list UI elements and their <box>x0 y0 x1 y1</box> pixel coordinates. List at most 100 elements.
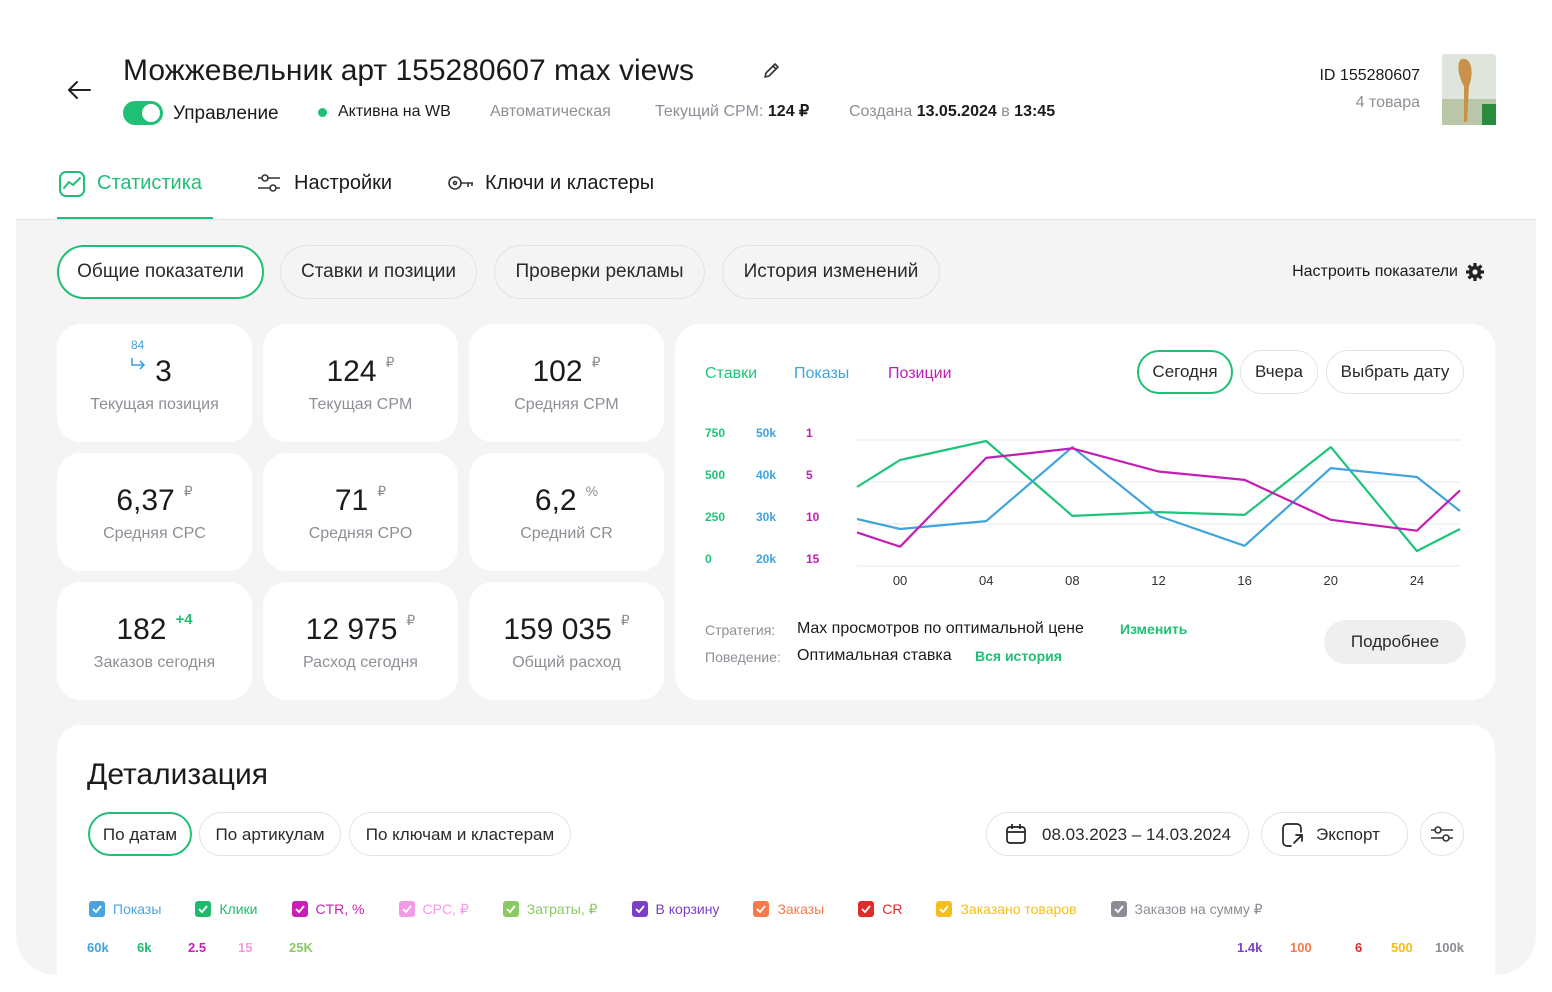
toggle[interactable] <box>123 101 163 125</box>
metric-legend: Показы Клики CTR, % CPC, ₽ Затраты, ₽ В корзи… <box>89 901 1263 917</box>
metric-name: В корзину <box>655 901 720 917</box>
strategy-link[interactable]: Изменить <box>1120 621 1188 637</box>
metric-value: 124 <box>326 355 377 388</box>
checkmark <box>939 905 950 914</box>
checkbox[interactable] <box>936 901 953 917</box>
arrow <box>131 358 146 370</box>
checkbox[interactable] <box>631 901 648 917</box>
axis-label: 2.5 <box>188 940 207 955</box>
created-date: 13.05.2024 <box>916 103 997 120</box>
checkbox[interactable] <box>1110 901 1127 917</box>
metric-toggle[interactable]: CTR, % <box>291 901 365 917</box>
metric-name: Заказано товаров <box>960 901 1077 917</box>
metric-value: 159 035 <box>503 613 612 646</box>
checkbox[interactable] <box>89 901 105 917</box>
period[interactable]: Сегодня <box>1137 350 1233 394</box>
series-line <box>856 447 1461 548</box>
checkbox-box <box>858 901 875 917</box>
metric-card: 6,37 ₽ Средняя CPC <box>57 453 252 571</box>
tab[interactable]: Статистика <box>97 172 203 194</box>
checkmark <box>506 905 516 914</box>
x-tick-label: 00 <box>893 573 907 588</box>
checkmark <box>756 905 767 914</box>
metric-row: 102 ₽ <box>469 354 664 388</box>
back-arrow[interactable] <box>66 78 92 102</box>
status-dot <box>318 108 327 117</box>
checkbox[interactable] <box>753 901 770 917</box>
metric-row: 71 ₽ <box>263 484 458 517</box>
detail-title: Детализация <box>87 758 268 791</box>
metric-card: 71 ₽ Средняя CPO <box>263 453 458 571</box>
metric-toggle[interactable]: Заказано товаров <box>936 901 1077 917</box>
period[interactable]: Выбрать дату <box>1326 350 1464 394</box>
metric-value: 71 <box>334 484 369 517</box>
export-button[interactable]: Экспорт <box>1261 812 1408 856</box>
detail-tab[interactable]: По датам <box>88 812 192 856</box>
detail-tab[interactable]: По артикулам <box>199 812 341 856</box>
metric-label: Средняя CPC <box>103 525 206 542</box>
metric-unit: ₽ <box>591 354 601 370</box>
product-count: 4 товара <box>1355 94 1420 111</box>
y-tick-label: 15 <box>806 552 820 566</box>
metric-toggle[interactable]: CPC, ₽ <box>398 901 469 917</box>
toggle-label: Управление <box>173 103 279 124</box>
metric-toggle[interactable]: В корзину <box>631 901 720 917</box>
checkbox-box <box>398 901 415 917</box>
product-image[interactable] <box>1442 54 1496 125</box>
x-tick-label: 12 <box>1151 573 1165 588</box>
metric-toggle[interactable]: CR <box>858 901 902 917</box>
metric-value: 6,2 <box>534 484 577 517</box>
subtab[interactable]: Проверки рекламы <box>494 245 705 299</box>
metric-row: 182 +4 <box>57 611 252 645</box>
more-button[interactable]: Подробнее <box>1324 620 1466 664</box>
checkbox-box <box>936 901 953 917</box>
checkmark <box>1113 905 1124 914</box>
checkbox[interactable] <box>502 901 519 917</box>
configure[interactable]: Настроить показатели <box>1292 263 1458 280</box>
gear-icon[interactable] <box>1466 263 1484 281</box>
metric-card: 124 ₽ Текущая CPM <box>263 324 458 442</box>
created-time: 13:45 <box>1014 103 1056 120</box>
axis-label: 6 <box>1355 940 1363 955</box>
y-tick-label: 30k <box>756 510 776 524</box>
date-range[interactable]: 08.03.2023 – 14.03.2024 <box>986 812 1249 856</box>
checkbox-box <box>89 901 105 917</box>
metric-row: 6,2% <box>469 484 664 517</box>
settings-icon <box>258 174 280 192</box>
y-tick-label: 40k <box>756 468 776 482</box>
checkbox-box <box>1110 901 1127 917</box>
subtab[interactable]: Общие показатели <box>57 245 264 299</box>
metric-toggle[interactable]: Клики <box>195 901 258 917</box>
edit-icon[interactable] <box>762 60 782 80</box>
checkbox[interactable] <box>858 901 875 917</box>
subtab[interactable]: История изменений <box>722 245 940 299</box>
checkbox[interactable] <box>195 901 212 917</box>
tab[interactable]: Ключи и кластеры <box>485 172 655 194</box>
checkbox-box <box>502 901 519 917</box>
metric-delta: +4 <box>175 611 193 628</box>
metric-card: 3 84 Текущая позиция <box>57 324 252 442</box>
tab[interactable]: Настройки <box>294 172 393 194</box>
metric-value: 102 <box>532 355 583 388</box>
axis-label: 500 <box>1391 940 1413 955</box>
metric-toggle[interactable]: Заказы <box>753 901 824 917</box>
checkbox[interactable] <box>398 901 415 917</box>
metric-toggle[interactable]: Заказов на сумму ₽ <box>1110 901 1263 917</box>
checkmark <box>861 905 871 914</box>
detail-tab[interactable]: По ключам и кластерам <box>349 812 571 856</box>
x-tick-label: 04 <box>979 573 993 588</box>
period[interactable]: Вчера <box>1240 350 1318 394</box>
cpm-value: 124 ₽ <box>767 103 810 120</box>
checkbox[interactable] <box>291 901 308 917</box>
toggle-knob <box>142 104 160 122</box>
metric-toggle[interactable]: Показы <box>89 901 161 917</box>
subtab[interactable]: Ставки и позиции <box>280 245 477 299</box>
x-tick-label: 24 <box>1410 573 1424 588</box>
behavior-link[interactable]: Вся история <box>975 648 1062 664</box>
metric-label: Общий расход <box>512 654 621 671</box>
metric-toggle[interactable]: Затраты, ₽ <box>502 901 598 917</box>
filter-button[interactable] <box>1420 812 1464 856</box>
axis-label: 60k <box>87 940 109 955</box>
strategy: Max просмотров по оптимальной цене <box>797 620 1084 637</box>
